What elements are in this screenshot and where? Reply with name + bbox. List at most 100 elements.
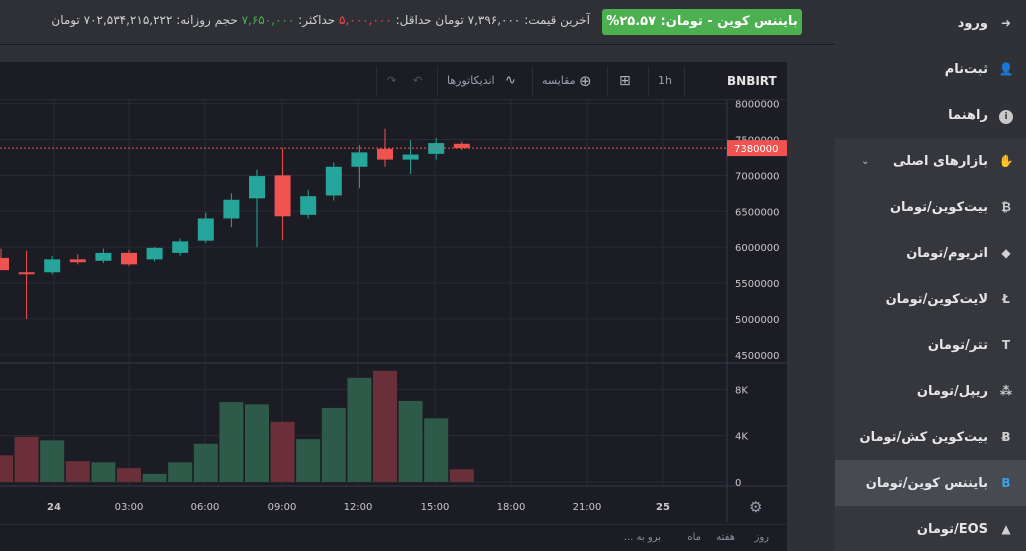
volume-label: حجم روزانه: xyxy=(176,13,238,27)
sidebar-guide-label: راهنما xyxy=(948,107,988,123)
interval-button[interactable]: 1h xyxy=(658,74,672,87)
ripple-icon: ⁂ xyxy=(999,384,1013,398)
sidebar-market-label: لایت‌کوین/تومان xyxy=(885,291,988,307)
sidebar-signup[interactable]: 👤 ثبت‌نام xyxy=(835,46,1026,92)
sidebar: ➜ ورود 👤 ثبت‌نام i راهنما ✋ بازارهای اصل… xyxy=(835,0,1026,551)
time-tick-label: 15:00 xyxy=(421,502,450,513)
price-tick-label: 5500000 xyxy=(735,279,780,290)
volume-bar xyxy=(117,468,141,482)
volume-bar xyxy=(424,418,449,482)
sidebar-market-item[interactable]: Ł لایت‌کوین/تومان xyxy=(835,276,1026,322)
candlestick-chart[interactable]: 8000000750000070000006500000600000055000… xyxy=(0,100,787,524)
indicators-icon[interactable]: ∿ xyxy=(505,73,516,88)
tether-icon: T xyxy=(1001,338,1011,352)
max-label: حداکثر: xyxy=(298,13,336,27)
min-value: ۵,۰۰۰,۰۰۰ xyxy=(339,13,392,27)
compare-button[interactable]: مقایسه xyxy=(542,74,576,87)
market-header: بایننس کوین - تومان: ۲۵.۵۷% آخرین قیمت: … xyxy=(0,0,835,45)
ethereum-icon: ◆ xyxy=(1001,246,1011,260)
time-tick-label: 09:00 xyxy=(268,502,297,513)
sidebar-market-label: بیت‌کوین کش/تومان xyxy=(859,429,988,445)
sidebar-signup-label: ثبت‌نام xyxy=(944,61,988,77)
candle-body xyxy=(402,154,419,160)
chart-toolbar: BNBIRT 1h ⊞ ⊕ مقایسه ∿ اندیکاتورها ↶ ↷ xyxy=(0,62,787,100)
volume-tick-label: 0 xyxy=(735,478,741,489)
handshake-icon: ✋ xyxy=(998,154,1014,168)
candle-body xyxy=(453,143,470,149)
volume-bar xyxy=(373,370,397,482)
candle-body xyxy=(44,259,61,273)
price-tick-label: 8000000 xyxy=(735,100,780,111)
sidebar-market-label: تتر/تومان xyxy=(927,337,988,353)
sidebar-market-item[interactable]: B بایننس کوین/تومان xyxy=(835,460,1026,506)
sidebar-login[interactable]: ➜ ورود xyxy=(835,0,1026,46)
login-icon: ➜ xyxy=(1000,16,1012,30)
range-month[interactable]: ماه xyxy=(687,532,701,543)
price-tick-label: 6000000 xyxy=(735,243,780,254)
time-tick-label: 03:00 xyxy=(115,502,144,513)
price-tick-label: 4500000 xyxy=(735,351,780,362)
add-user-icon: 👤 xyxy=(998,62,1014,76)
candle-body xyxy=(121,252,137,265)
range-week[interactable]: هفته xyxy=(716,532,735,543)
range-bar: روز هفته ماه برو به ... xyxy=(0,524,787,551)
plus-circle-icon[interactable]: ⊕ xyxy=(579,72,592,90)
sidebar-guide[interactable]: i راهنما xyxy=(835,92,1026,138)
time-tick-label: 12:00 xyxy=(344,502,373,513)
current-price-label: 7380000 xyxy=(734,144,779,155)
chevron-down-icon: ⌄ xyxy=(861,155,870,167)
volume-bar xyxy=(168,462,193,482)
bitcoin-icon: ₿ xyxy=(1001,200,1011,214)
pair-change-badge[interactable]: بایننس کوین - تومان: ۲۵.۵۷% xyxy=(602,9,802,35)
binance-icon: B xyxy=(1001,476,1011,490)
sidebar-market-item[interactable]: T تتر/تومان xyxy=(835,322,1026,368)
volume-bar xyxy=(321,407,346,482)
candle-body xyxy=(351,152,368,167)
sidebar-market-item[interactable]: ◆ اتریوم/تومان xyxy=(835,230,1026,276)
sidebar-market-label: EOS/تومان xyxy=(916,521,988,537)
candle-style-icon[interactable]: ⊞ xyxy=(619,73,631,89)
sidebar-market-item[interactable]: ▲ EOS/تومان xyxy=(835,506,1026,551)
sidebar-market-label: بایننس کوین/تومان xyxy=(865,475,988,491)
redo-icon[interactable]: ↷ xyxy=(387,74,397,87)
volume-value: ۷۰۲,۵۳۴,۲۱۵,۲۲۲ تومان xyxy=(51,13,173,27)
info-icon: i xyxy=(998,107,1014,124)
time-tick-label: 21:00 xyxy=(573,502,602,513)
time-tick-label: 24 xyxy=(47,502,61,513)
candle-body xyxy=(274,175,291,217)
volume-bar xyxy=(142,473,167,482)
candle-body xyxy=(172,241,189,253)
eos-icon: ▲ xyxy=(1001,522,1011,536)
candle-body xyxy=(300,196,317,215)
last-price-label: آخرین قیمت: xyxy=(524,13,590,27)
current-price-tag xyxy=(727,140,787,157)
candle-body xyxy=(197,218,214,241)
sidebar-market-item[interactable]: Ƀ بیت‌کوین کش/تومان xyxy=(835,414,1026,460)
range-day[interactable]: روز xyxy=(754,532,770,543)
bitcoin-cash-icon: Ƀ xyxy=(1001,430,1011,444)
sidebar-market-label: اتریوم/تومان xyxy=(906,245,988,261)
max-value: ۷,۶۵۰,۰۰۰ xyxy=(241,13,295,27)
indicators-button[interactable]: اندیکاتورها xyxy=(447,74,495,87)
volume-bar xyxy=(40,440,65,482)
candle-body xyxy=(325,166,342,196)
volume-tick-label: 4K xyxy=(735,432,748,443)
volume-bar xyxy=(449,469,474,482)
time-tick-label: 25 xyxy=(656,502,670,513)
symbol-label[interactable]: BNBIRT xyxy=(727,74,777,88)
sidebar-market-item[interactable]: ⁂ ریپل/تومان xyxy=(835,368,1026,414)
volume-bar xyxy=(296,439,321,482)
last-price-value: ۷,۳۹۶,۰۰۰ تومان xyxy=(435,13,521,27)
sidebar-login-label: ورود xyxy=(957,15,988,31)
goto-date[interactable]: برو به ... xyxy=(623,532,661,543)
candle-body xyxy=(377,148,393,160)
undo-icon[interactable]: ↶ xyxy=(413,74,423,87)
sidebar-markets[interactable]: ✋ بازارهای اصلی ⌄ xyxy=(835,138,1026,184)
gear-icon: ⚙ xyxy=(749,498,762,516)
candle-body xyxy=(18,272,35,275)
price-tick-label: 5000000 xyxy=(735,315,780,326)
volume-tick-label: 8K xyxy=(735,385,748,396)
chart-panel: BNBIRT 1h ⊞ ⊕ مقایسه ∿ اندیکاتورها ↶ ↷ 8… xyxy=(0,62,787,551)
sidebar-market-item[interactable]: ₿ بیت‌کوین/تومان xyxy=(835,184,1026,230)
volume-bar xyxy=(0,455,13,482)
